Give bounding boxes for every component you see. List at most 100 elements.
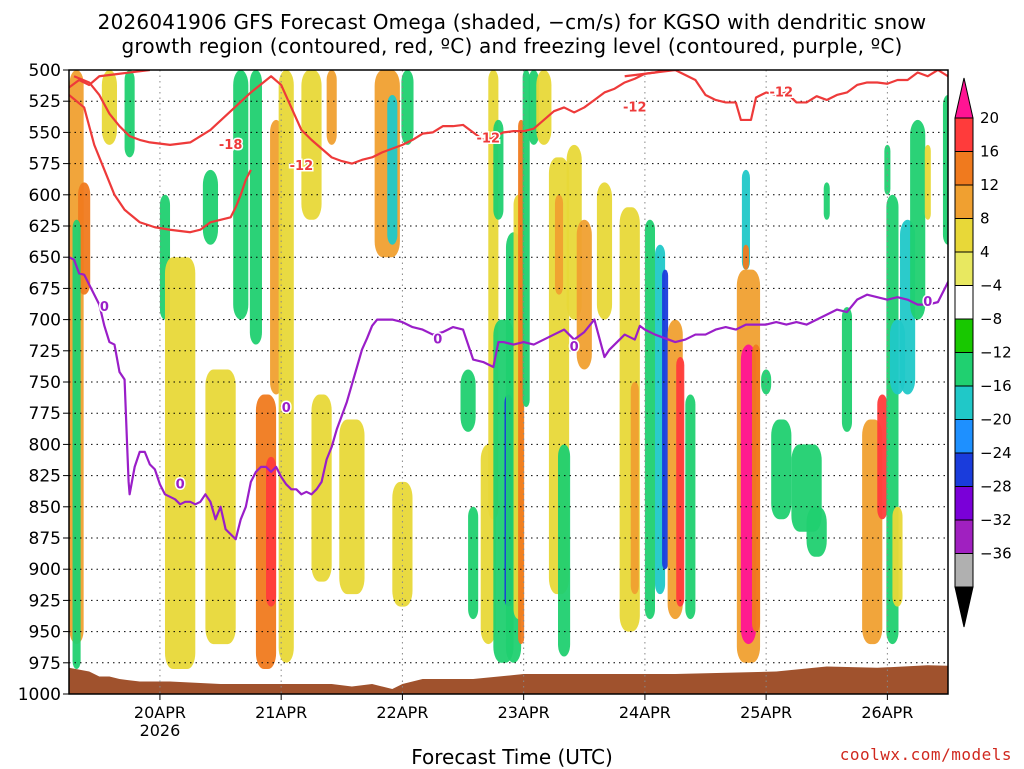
colorbar-segment-2	[954, 151, 974, 186]
omega-blob-16	[311, 394, 332, 582]
y-tick-label-525: 525	[29, 92, 61, 112]
omega-blob-48	[676, 357, 685, 607]
dgz-label-3-text: -12	[623, 100, 647, 115]
omega-blob-46	[662, 269, 669, 570]
freezing-label-1-text: 0	[176, 477, 185, 492]
colorbar-label-8: −16	[980, 377, 1012, 395]
dgz-label-2: -12	[475, 130, 502, 148]
omega-blob-23	[460, 369, 476, 432]
credit-link[interactable]: coolwx.com/models	[839, 745, 1012, 764]
y-tick-label-975: 975	[29, 654, 61, 674]
omega-blob-60	[841, 307, 853, 432]
y-tick-label-875: 875	[29, 529, 61, 549]
freezing-label-0: 0	[98, 299, 110, 317]
y-tick-label-925: 925	[29, 591, 61, 611]
freezing-label-5: 0	[922, 294, 934, 312]
colorbar-segment-8	[954, 352, 974, 387]
omega-blob-6	[164, 257, 196, 670]
x-axis-title: Forecast Time (UTC)	[411, 745, 613, 769]
y-tick-label-950: 950	[29, 623, 61, 643]
y-tick-label-675: 675	[29, 279, 61, 299]
y-tick-label-625: 625	[29, 217, 61, 237]
x-tick-label-24APR: 24APR	[619, 703, 671, 722]
freezing-label-5-text: 0	[923, 295, 932, 310]
colorbar-bottom-arrow	[954, 586, 974, 628]
omega-blob-56	[771, 419, 792, 520]
colorbar-segment-12	[954, 486, 974, 521]
dgz-label-1: -12	[288, 158, 315, 176]
colorbar: 20 16 12 8 4 −4 −8 −12 −16 −20 −24 −28 −32 −36	[954, 77, 1012, 628]
freezing-label-1: 0	[174, 476, 186, 494]
omega-blob-7	[202, 169, 219, 245]
chart-title-line-1: 2026041906 GFS Forecast Omega (shaded, −…	[97, 10, 927, 34]
x-tick-label-20APR: 20APR	[134, 703, 186, 722]
x-tick-label-21APR: 21APR	[255, 703, 307, 722]
omega-shading	[69, 70, 948, 670]
colorbar-segment-7	[954, 318, 974, 353]
chart-title-line-2: growth region (contoured, red, ºC) and f…	[121, 34, 903, 58]
x-tick-label-26APR: 26APR	[861, 703, 913, 722]
y-tick-label-825: 825	[29, 467, 61, 487]
omega-blob-33	[522, 70, 530, 407]
y-tick-label-550: 550	[29, 123, 61, 143]
dgz-label-0-text: -18	[219, 138, 243, 153]
omega-blob-66	[892, 506, 903, 607]
terrain-fill	[69, 665, 948, 694]
dgz-label-0: -18	[217, 136, 244, 154]
dgz-contour-4	[624, 70, 948, 122]
dgz-label-1-text: -12	[290, 159, 314, 174]
omega-blob-49	[685, 394, 696, 620]
dgz-label-4: -12	[768, 84, 795, 102]
y-tick-label-700: 700	[29, 311, 61, 331]
omega-blob-2	[72, 219, 81, 670]
omega-blob-40	[576, 219, 592, 370]
dgz-contour-3	[69, 70, 150, 89]
colorbar-segment-3	[954, 184, 974, 219]
y-tick-label-775: 775	[29, 404, 61, 424]
grid-lines	[69, 70, 948, 694]
omega-blob-20	[387, 94, 398, 245]
colorbar-segment-13	[954, 519, 974, 554]
colorbar-label-6: −8	[980, 310, 1002, 328]
dgz-contour-2	[73, 70, 676, 165]
y-tick-label-850: 850	[29, 498, 61, 518]
omega-blob-18	[339, 419, 365, 595]
dgz-label-4-text: -12	[770, 85, 794, 100]
y-tick-label-750: 750	[29, 373, 61, 393]
omega-blob-14	[278, 70, 294, 663]
omega-blob-15	[301, 70, 322, 220]
freezing-label-4: 0	[568, 339, 580, 357]
colorbar-label-9: −20	[980, 411, 1012, 429]
dgz-contour-1	[69, 94, 252, 234]
y-tick-label-575: 575	[29, 155, 61, 175]
omega-blob-35	[536, 70, 552, 145]
dgz-label-2-text: -12	[477, 132, 501, 147]
colorbar-label-4: 4	[980, 243, 990, 261]
colorbar-segment-11	[954, 452, 974, 487]
colorbar-segment-14	[954, 553, 974, 588]
freezing-label-0-text: 0	[100, 300, 109, 315]
colorbar-label-13: −36	[980, 545, 1012, 563]
freezing-label-4-text: 0	[570, 340, 579, 355]
colorbar-segment-1	[954, 117, 974, 152]
omega-blob-52	[741, 169, 750, 270]
omega-blob-62	[877, 394, 888, 520]
contour-lines: -18 -12 -12 -12 -12 0 0 0 0 0 0	[69, 70, 948, 541]
omega-blob-22	[401, 70, 414, 145]
colorbar-label-2: 12	[980, 176, 999, 194]
y-tick-label-600: 600	[29, 186, 61, 206]
x-tick-label-22APR: 22APR	[376, 703, 428, 722]
freezing-label-3: 0	[432, 331, 444, 349]
colorbar-segment-10	[954, 419, 974, 454]
omega-blob-4	[124, 70, 135, 158]
freezing-label-3-text: 0	[433, 333, 442, 348]
freezing-level-contour	[69, 256, 948, 541]
x-tick-sublabel-20APR: 2026	[140, 721, 181, 740]
y-tick-label-725: 725	[29, 342, 61, 362]
omega-blob-68	[910, 119, 926, 320]
omega-blob-17	[326, 70, 337, 145]
omega-blob-54	[751, 344, 761, 632]
omega-blob-1	[78, 182, 91, 295]
